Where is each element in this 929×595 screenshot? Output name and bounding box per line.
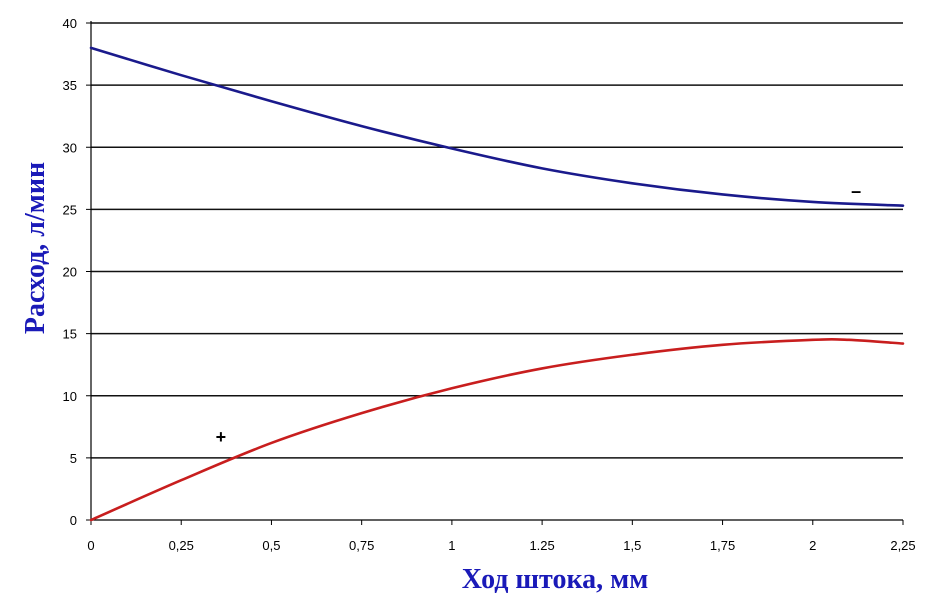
y-tick-label: 5 [70, 451, 77, 466]
x-tick-label: 0,5 [262, 538, 280, 553]
x-tick-label: 1,5 [623, 538, 641, 553]
series-annotations: –+ [216, 181, 861, 447]
series-line-1 [89, 337, 905, 522]
y-tick-label: 0 [70, 513, 77, 528]
x-tick-label: 2 [809, 538, 816, 553]
x-tick-label: 1 [448, 538, 455, 553]
x-axis-title: Ход штока, мм [462, 564, 649, 595]
y-tick-label: 40 [63, 16, 77, 31]
series-line-0 [89, 46, 905, 207]
y-tick-label: 20 [63, 265, 77, 280]
y-axis-title: Расход, л/мин [20, 162, 51, 334]
x-tick-label: 1.25 [529, 538, 554, 553]
y-tick-labels: 0 5 10 15 20 25 30 35 40 [63, 16, 77, 528]
x-tick-label: 0,75 [349, 538, 374, 553]
y-tick-label: 25 [63, 202, 77, 217]
x-tick-label: 2,25 [890, 538, 915, 553]
series-lines [89, 46, 905, 522]
x-tick-label: 0 [87, 538, 94, 553]
y-tick-label: 10 [63, 389, 77, 404]
y-tick-label: 15 [63, 327, 77, 342]
x-tick-label: 0,25 [169, 538, 194, 553]
series-annotation-minus: – [851, 181, 861, 201]
grid-lines [91, 22, 903, 459]
y-tick-label: 35 [63, 78, 77, 93]
y-tick-label: 30 [63, 140, 77, 155]
x-tick-labels: 0 0,25 0,5 0,75 1 1.25 1,5 1,75 2 2,25 [87, 538, 915, 553]
axes [86, 21, 904, 525]
series-annotation-plus: + [216, 427, 227, 447]
x-tick-label: 1,75 [710, 538, 735, 553]
